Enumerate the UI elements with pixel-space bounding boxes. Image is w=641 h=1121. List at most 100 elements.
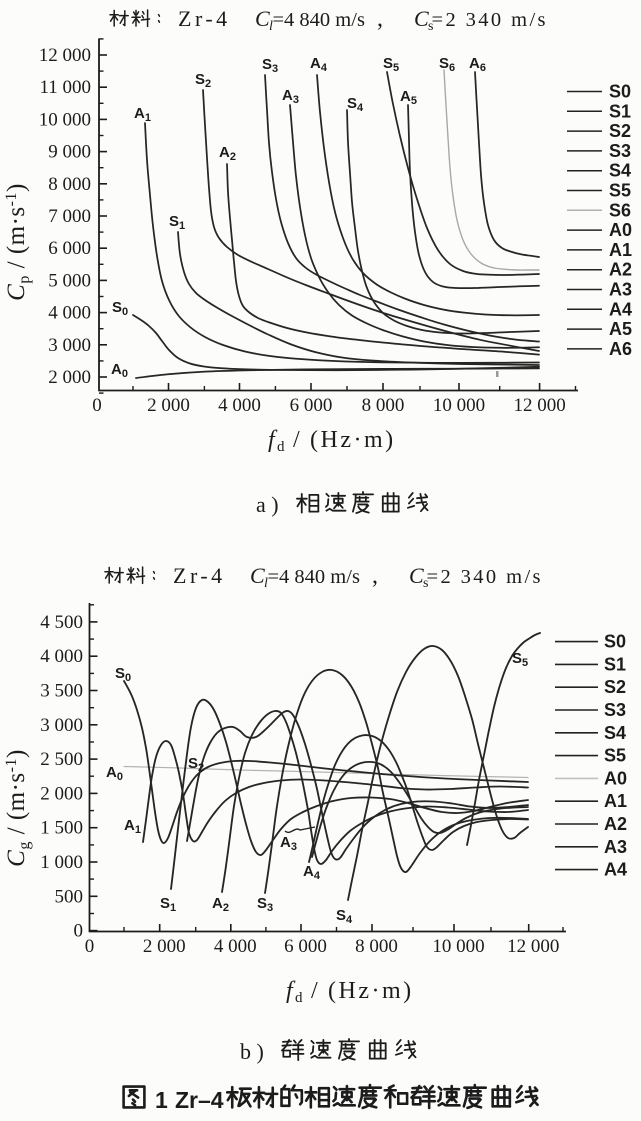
svg-text:S4: S4 xyxy=(609,161,631,181)
svg-text:S0: S0 xyxy=(604,632,626,652)
svg-text:0: 0 xyxy=(92,395,102,416)
svg-text:=4 840 m/s: =4 840 m/s xyxy=(273,9,365,31)
svg-text:f: f xyxy=(268,427,278,453)
svg-text:3 000: 3 000 xyxy=(40,715,83,736)
svg-text:1: 1 xyxy=(155,1087,168,1113)
svg-text:S1: S1 xyxy=(604,654,626,674)
svg-text:s: s xyxy=(423,576,428,591)
svg-text:S5: S5 xyxy=(512,650,528,669)
svg-text:3 000: 3 000 xyxy=(48,335,91,356)
svg-text:S5: S5 xyxy=(383,55,399,74)
svg-text:10 000: 10 000 xyxy=(433,395,485,416)
svg-text:A5: A5 xyxy=(400,88,417,107)
svg-text:6 000: 6 000 xyxy=(290,395,333,416)
svg-text:A3: A3 xyxy=(280,834,297,853)
svg-text:(Hz·m): (Hz·m) xyxy=(310,427,396,453)
svg-text:A2: A2 xyxy=(604,814,627,834)
svg-text:C: C xyxy=(255,6,270,31)
svg-text:10 000: 10 000 xyxy=(432,936,484,957)
svg-text:4 000: 4 000 xyxy=(48,303,91,324)
svg-text:1 500: 1 500 xyxy=(40,818,83,839)
svg-text:9 000: 9 000 xyxy=(48,142,91,163)
svg-text:10 000: 10 000 xyxy=(39,109,91,130)
svg-text:8 000: 8 000 xyxy=(355,936,398,957)
svg-text:A0: A0 xyxy=(106,764,123,783)
svg-text:a ): a ) xyxy=(256,492,279,517)
svg-text:A1: A1 xyxy=(609,240,632,260)
svg-text:A4: A4 xyxy=(609,299,632,319)
svg-text:A2: A2 xyxy=(212,895,229,914)
svg-text:A4: A4 xyxy=(604,860,627,880)
svg-text:S6: S6 xyxy=(439,55,455,74)
svg-text:l: l xyxy=(269,19,273,34)
svg-text:4 000: 4 000 xyxy=(214,936,257,957)
svg-text:s: s xyxy=(428,19,433,34)
svg-text:A0: A0 xyxy=(111,361,128,380)
svg-text:S2: S2 xyxy=(195,71,211,90)
svg-text:S2: S2 xyxy=(188,755,204,774)
svg-text:S1: S1 xyxy=(169,213,185,232)
svg-text:(Hz·m): (Hz·m) xyxy=(328,978,414,1004)
svg-text:12 000: 12 000 xyxy=(39,45,91,66)
svg-text:2 000: 2 000 xyxy=(48,367,91,388)
svg-text:,: , xyxy=(377,6,383,32)
svg-text:d: d xyxy=(277,439,285,455)
svg-text:A4: A4 xyxy=(310,55,328,74)
svg-text:0: 0 xyxy=(74,921,84,942)
svg-text:A3: A3 xyxy=(604,837,627,857)
svg-text:=4 840 m/s: =4 840 m/s xyxy=(268,566,360,588)
svg-text:3 500: 3 500 xyxy=(40,681,83,702)
svg-text:S0: S0 xyxy=(112,299,128,318)
svg-text:A3: A3 xyxy=(282,87,299,106)
svg-text:d: d xyxy=(295,990,303,1006)
svg-text:S4: S4 xyxy=(336,907,353,926)
svg-text:4 000: 4 000 xyxy=(40,646,83,667)
svg-text:A4: A4 xyxy=(303,863,321,882)
svg-text:S3: S3 xyxy=(604,700,626,720)
svg-text:A5: A5 xyxy=(609,319,632,339)
svg-text:S4: S4 xyxy=(347,95,364,114)
svg-text:S1: S1 xyxy=(609,101,631,121)
svg-text:2 000: 2 000 xyxy=(143,936,186,957)
svg-text:,: , xyxy=(372,563,378,589)
svg-text:A1: A1 xyxy=(134,105,151,124)
svg-text:6 000: 6 000 xyxy=(48,238,91,259)
svg-text:7 000: 7 000 xyxy=(48,206,91,227)
svg-text:500: 500 xyxy=(55,886,84,907)
svg-text:C: C xyxy=(414,6,429,31)
svg-text:A2: A2 xyxy=(219,144,236,163)
svg-text:Zr–4: Zr–4 xyxy=(175,1087,224,1113)
svg-text:8 000: 8 000 xyxy=(48,174,91,195)
svg-text:0: 0 xyxy=(85,936,95,957)
svg-text:12 000: 12 000 xyxy=(507,936,559,957)
svg-text:=2 340 m/s: =2 340 m/s xyxy=(427,566,543,588)
svg-text:A1: A1 xyxy=(604,791,627,811)
svg-text:11 000: 11 000 xyxy=(39,77,91,98)
svg-text:2 000: 2 000 xyxy=(40,783,83,804)
svg-text:5 000: 5 000 xyxy=(48,270,91,291)
svg-text:1 000: 1 000 xyxy=(40,852,83,873)
svg-text:S4: S4 xyxy=(604,723,626,743)
svg-text:4 000: 4 000 xyxy=(218,395,261,416)
svg-text:S1: S1 xyxy=(160,895,176,914)
svg-text:S5: S5 xyxy=(604,746,626,766)
svg-text:S0: S0 xyxy=(115,665,131,684)
svg-text:A6: A6 xyxy=(469,55,486,74)
svg-text:S3: S3 xyxy=(609,141,631,161)
svg-text:f: f xyxy=(286,978,296,1004)
svg-text:b ): b ) xyxy=(240,1039,264,1064)
svg-text:A2: A2 xyxy=(609,260,632,280)
svg-text:S6: S6 xyxy=(609,200,631,220)
svg-text:S2: S2 xyxy=(609,121,631,141)
svg-text:Cp / (m·s-1): Cp / (m·s-1) xyxy=(3,183,33,301)
svg-text:2 500: 2 500 xyxy=(40,749,83,770)
svg-text:S3: S3 xyxy=(257,895,273,914)
svg-text:Cg / (m·s-1): Cg / (m·s-1) xyxy=(3,749,33,867)
svg-text:l: l xyxy=(264,576,268,591)
svg-text:Zr-4: Zr-4 xyxy=(173,563,226,588)
svg-text:A6: A6 xyxy=(609,339,632,359)
svg-text:A0: A0 xyxy=(609,220,632,240)
svg-text:/: / xyxy=(311,978,318,1004)
svg-text:S2: S2 xyxy=(604,677,626,697)
svg-text:12 000: 12 000 xyxy=(513,395,565,416)
